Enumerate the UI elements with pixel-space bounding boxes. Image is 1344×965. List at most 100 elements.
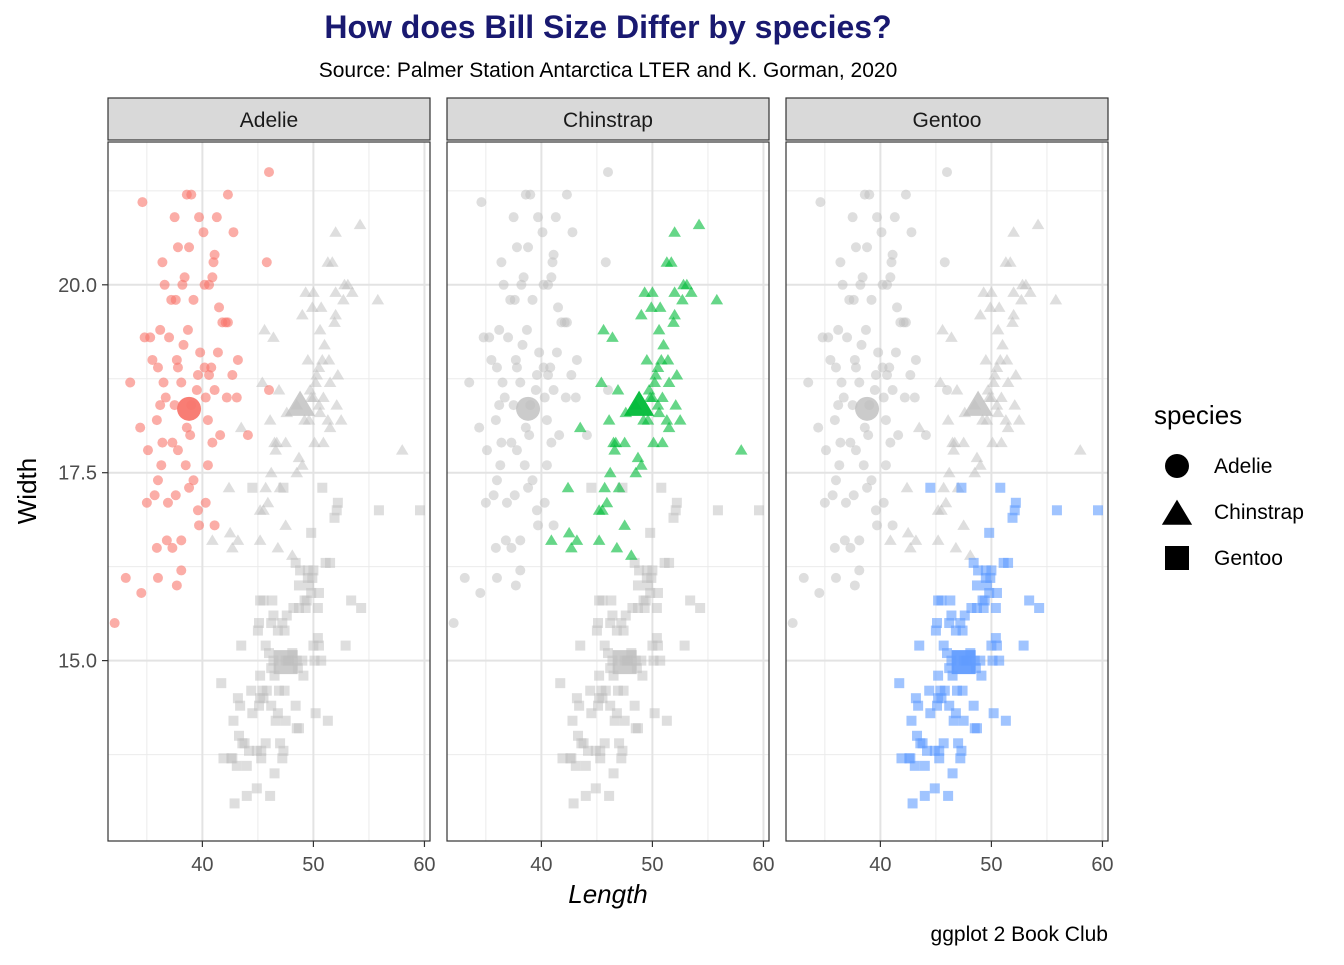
data-point: [166, 294, 177, 305]
data-point: [109, 618, 120, 629]
data-point: [1010, 497, 1021, 508]
data-point: [593, 618, 604, 629]
data-point: [656, 436, 669, 448]
data-point: [1024, 595, 1035, 606]
mean-point: [177, 396, 202, 421]
x-tick-label: 50: [302, 854, 324, 876]
data-point: [260, 640, 271, 651]
data-point: [591, 625, 602, 636]
data-point: [854, 377, 865, 388]
data-point: [543, 279, 554, 290]
data-point: [571, 354, 582, 365]
data-point: [592, 534, 606, 545]
data-point: [313, 640, 324, 651]
data-point: [617, 745, 628, 756]
data-point: [491, 362, 502, 373]
data-point: [637, 670, 648, 681]
mean-point: [951, 650, 976, 675]
data-point: [490, 415, 501, 426]
data-point: [596, 504, 609, 515]
data-point: [310, 708, 321, 719]
legend-label: Chinstrap: [1214, 501, 1304, 524]
data-point: [652, 640, 663, 651]
data-point: [858, 460, 869, 471]
data-point: [232, 693, 243, 704]
data-point: [261, 496, 275, 508]
data-point: [900, 317, 911, 328]
data-point: [938, 640, 949, 651]
data-point: [204, 279, 215, 290]
data-point: [987, 655, 998, 666]
data-point: [267, 595, 278, 606]
data-point: [279, 625, 290, 636]
data-point: [322, 353, 336, 365]
data-point: [668, 226, 681, 237]
data-point: [481, 445, 492, 456]
data-point: [608, 768, 619, 779]
x-tick-label: 60: [413, 854, 435, 876]
data-point: [303, 580, 314, 591]
data-point: [595, 753, 606, 764]
y-axis-label: Width: [12, 458, 42, 524]
data-point: [905, 753, 916, 764]
data-point: [845, 542, 856, 553]
data-point: [970, 451, 984, 463]
data-point: [946, 655, 957, 666]
data-point: [264, 385, 274, 396]
data-point: [991, 323, 1005, 335]
data-point: [820, 445, 831, 456]
x-tick-label: 50: [980, 854, 1002, 876]
data-point: [278, 482, 289, 493]
data-point: [929, 783, 940, 794]
data-point: [298, 670, 309, 681]
data-point: [297, 655, 308, 666]
data-point: [986, 565, 997, 576]
data-point: [864, 189, 875, 200]
data-point: [934, 745, 945, 756]
data-point: [257, 685, 268, 696]
data-point: [172, 362, 183, 373]
data-point: [996, 338, 1009, 350]
data-point: [890, 347, 901, 358]
data-point: [125, 377, 136, 388]
data-point: [1009, 505, 1020, 516]
data-point: [209, 385, 220, 396]
data-point: [209, 520, 220, 531]
data-point: [907, 798, 918, 809]
data-point: [277, 753, 288, 764]
data-point: [317, 482, 328, 493]
chart-title: How does Bill Size Differ by species?: [324, 9, 891, 45]
data-point: [953, 738, 964, 749]
data-point: [625, 549, 638, 560]
data-point: [803, 377, 814, 388]
data-point: [236, 640, 247, 651]
data-point: [567, 227, 578, 238]
data-point: [530, 385, 541, 396]
data-point: [924, 685, 935, 696]
data-point: [459, 572, 470, 583]
data-point: [141, 497, 152, 508]
data-point: [247, 482, 258, 493]
data-point: [835, 257, 846, 268]
data-point: [195, 347, 206, 358]
data-point: [317, 436, 330, 448]
data-point: [823, 332, 834, 343]
data-point: [605, 700, 616, 711]
data-point: [819, 497, 830, 508]
data-point: [517, 339, 528, 350]
data-point: [906, 227, 917, 238]
data-point: [887, 249, 898, 260]
data-point: [612, 685, 623, 696]
data-point: [662, 376, 676, 388]
data-point: [839, 535, 850, 546]
data-point: [222, 189, 233, 200]
data-point: [990, 399, 1004, 410]
data-point: [518, 272, 529, 283]
data-point: [554, 430, 565, 441]
data-point: [321, 414, 335, 425]
data-point: [356, 603, 367, 613]
data-point: [947, 444, 960, 455]
series-chinstrap-background: [884, 218, 1087, 560]
